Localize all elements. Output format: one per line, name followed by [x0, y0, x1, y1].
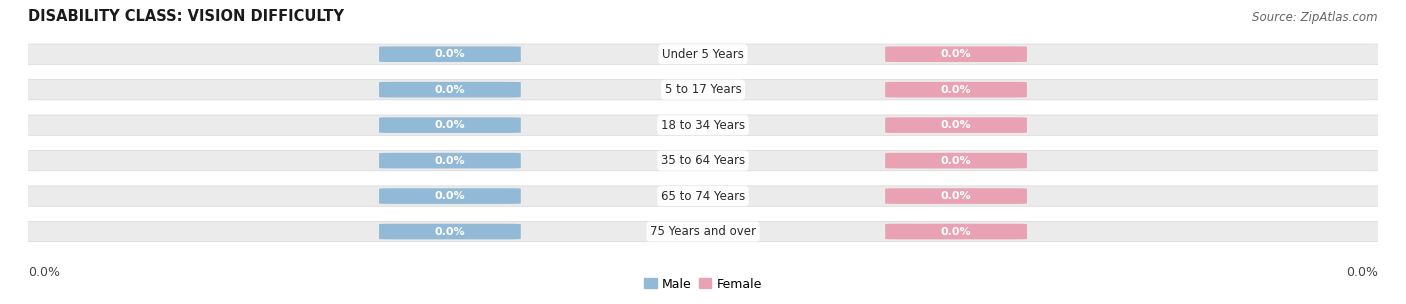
Text: 0.0%: 0.0% [434, 226, 465, 237]
Text: 0.0%: 0.0% [941, 49, 972, 59]
Text: 0.0%: 0.0% [434, 156, 465, 166]
FancyBboxPatch shape [380, 82, 520, 98]
FancyBboxPatch shape [886, 117, 1026, 133]
Text: Under 5 Years: Under 5 Years [662, 48, 744, 61]
Text: 0.0%: 0.0% [434, 120, 465, 130]
Legend: Male, Female: Male, Female [640, 273, 766, 295]
FancyBboxPatch shape [380, 47, 520, 62]
Text: 0.0%: 0.0% [941, 156, 972, 166]
FancyBboxPatch shape [380, 188, 520, 204]
FancyBboxPatch shape [380, 224, 520, 239]
Text: 18 to 34 Years: 18 to 34 Years [661, 119, 745, 132]
Text: 0.0%: 0.0% [28, 266, 60, 279]
Text: 0.0%: 0.0% [1346, 266, 1378, 279]
Text: 0.0%: 0.0% [434, 191, 465, 201]
FancyBboxPatch shape [886, 153, 1026, 168]
Text: 0.0%: 0.0% [941, 191, 972, 201]
Text: 0.0%: 0.0% [941, 226, 972, 237]
Text: 5 to 17 Years: 5 to 17 Years [665, 83, 741, 96]
FancyBboxPatch shape [18, 150, 1388, 171]
Text: Source: ZipAtlas.com: Source: ZipAtlas.com [1253, 11, 1378, 24]
Text: DISABILITY CLASS: VISION DIFFICULTY: DISABILITY CLASS: VISION DIFFICULTY [28, 9, 344, 24]
Text: 0.0%: 0.0% [434, 85, 465, 95]
Text: 0.0%: 0.0% [941, 120, 972, 130]
FancyBboxPatch shape [18, 186, 1388, 206]
Text: 75 Years and over: 75 Years and over [650, 225, 756, 238]
FancyBboxPatch shape [886, 47, 1026, 62]
Text: 35 to 64 Years: 35 to 64 Years [661, 154, 745, 167]
FancyBboxPatch shape [18, 44, 1388, 64]
FancyBboxPatch shape [886, 224, 1026, 239]
FancyBboxPatch shape [886, 82, 1026, 98]
FancyBboxPatch shape [18, 80, 1388, 100]
Text: 0.0%: 0.0% [434, 49, 465, 59]
Text: 0.0%: 0.0% [941, 85, 972, 95]
FancyBboxPatch shape [886, 188, 1026, 204]
FancyBboxPatch shape [380, 117, 520, 133]
FancyBboxPatch shape [18, 115, 1388, 135]
FancyBboxPatch shape [380, 153, 520, 168]
Text: 65 to 74 Years: 65 to 74 Years [661, 190, 745, 202]
FancyBboxPatch shape [18, 221, 1388, 242]
